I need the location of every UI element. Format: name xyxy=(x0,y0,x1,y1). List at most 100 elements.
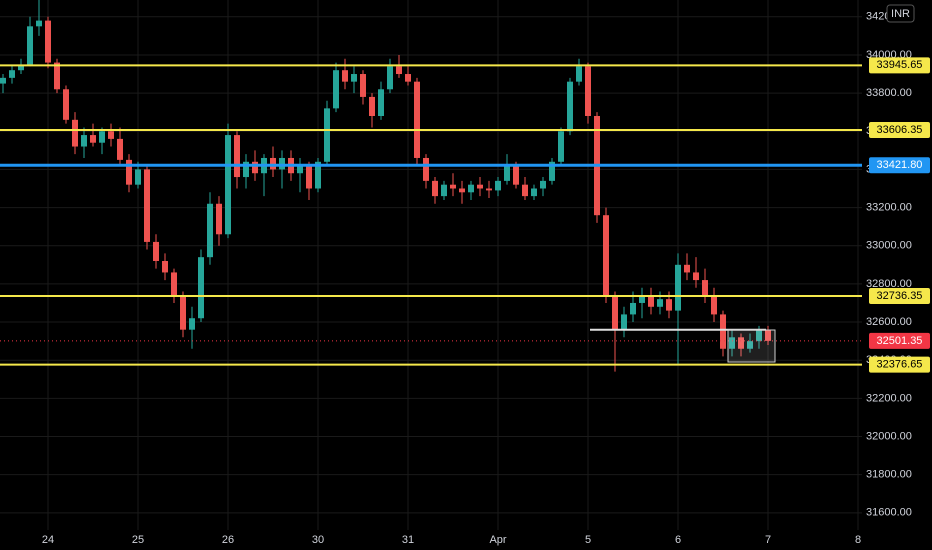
x-tick-label: 25 xyxy=(132,534,144,546)
candle-body xyxy=(630,302,636,315)
candle-body xyxy=(252,161,258,174)
candle-body xyxy=(459,188,465,193)
candle-body xyxy=(477,184,483,189)
currency-badge xyxy=(886,4,915,23)
currency: INR xyxy=(891,8,910,20)
candle-body xyxy=(225,135,231,235)
candle-body xyxy=(369,96,375,116)
candle-body xyxy=(180,295,186,330)
level-tag xyxy=(869,122,930,139)
candle-body xyxy=(198,257,204,319)
level-label: 32736.35 xyxy=(877,290,923,302)
x-tick-label: 24 xyxy=(42,534,54,546)
level-label: 33945.65 xyxy=(877,59,923,71)
candle-body xyxy=(585,66,591,116)
y-tick-label: 32800.00 xyxy=(866,278,912,290)
candle-body xyxy=(36,20,42,27)
candle-body xyxy=(396,66,402,75)
candle-body xyxy=(576,66,582,82)
candle-body xyxy=(351,74,357,82)
axis: 31600.0031800.0032000.0032200.0032400.00… xyxy=(42,11,930,546)
candle-body xyxy=(603,215,609,296)
x-tick-label: 30 xyxy=(312,534,324,546)
level-tag xyxy=(869,157,930,174)
candle-body xyxy=(567,81,573,132)
candle-body xyxy=(666,299,672,311)
candle-body xyxy=(612,295,618,330)
candle-body xyxy=(234,135,240,178)
candle-body xyxy=(324,108,330,162)
candle-body xyxy=(756,329,762,342)
candle-body xyxy=(279,157,285,170)
candle-body xyxy=(81,135,87,147)
candle-body xyxy=(72,119,78,147)
candle-body xyxy=(306,165,312,189)
y-tick-label: 33800.00 xyxy=(866,87,912,99)
candle-body xyxy=(45,20,51,63)
candle-body xyxy=(495,180,501,191)
candle-body xyxy=(18,64,24,71)
y-tick-label: 32600.00 xyxy=(866,316,912,328)
candle-body xyxy=(486,188,492,191)
candle-body xyxy=(675,264,681,311)
x-tick-label: 7 xyxy=(765,534,771,546)
level-label: 33421.80 xyxy=(877,159,923,171)
candle-body xyxy=(693,272,699,281)
level-label: 33606.35 xyxy=(877,124,923,136)
candle-body xyxy=(639,295,645,303)
candle-body xyxy=(747,341,753,349)
plot xyxy=(0,0,862,372)
candle-body xyxy=(558,131,564,162)
candle-body xyxy=(144,169,150,242)
level-tag xyxy=(869,356,930,373)
candle-body xyxy=(450,184,456,189)
candle-body xyxy=(243,161,249,178)
y-tick-label: 33000.00 xyxy=(866,240,912,252)
candle-body xyxy=(315,161,321,189)
candle-body xyxy=(711,295,717,315)
candle-body xyxy=(126,159,132,185)
candle-body xyxy=(531,188,537,197)
candle-body xyxy=(765,329,771,341)
candle-body xyxy=(540,180,546,189)
candle-body xyxy=(657,299,663,307)
candle-body xyxy=(378,89,384,116)
candle-body xyxy=(414,81,420,158)
candle-body xyxy=(720,314,726,349)
x-tick-label: 26 xyxy=(222,534,234,546)
candle-body xyxy=(162,260,168,273)
candle-body xyxy=(513,165,519,185)
last-price-tag xyxy=(869,332,930,349)
candle-body xyxy=(504,165,510,181)
y-tick-label: 32200.00 xyxy=(866,392,912,404)
x-tick-label: Apr xyxy=(489,534,506,546)
y-tick-label: 31800.00 xyxy=(866,469,912,481)
candle-body xyxy=(54,62,60,90)
candle-body xyxy=(108,131,114,139)
level-tag xyxy=(869,57,930,74)
level-label: 32376.65 xyxy=(877,359,923,371)
last-price-label: 32501.35 xyxy=(877,335,923,347)
candle-body xyxy=(684,264,690,273)
x-tick-label: 31 xyxy=(402,534,414,546)
candle-body xyxy=(216,203,222,235)
candle-body xyxy=(270,157,276,170)
candle-body xyxy=(342,70,348,82)
candle-body xyxy=(207,203,213,258)
candle-body xyxy=(9,70,15,78)
grid xyxy=(0,0,862,530)
candle-body xyxy=(522,184,528,197)
candle-body xyxy=(702,280,708,296)
candle-body xyxy=(468,184,474,193)
candle-body xyxy=(441,184,447,197)
candle-body xyxy=(405,74,411,82)
x-tick-label: 6 xyxy=(675,534,681,546)
y-tick-label: 32000.00 xyxy=(866,430,912,442)
candle-body xyxy=(297,165,303,174)
candle-body xyxy=(171,272,177,296)
candle-body xyxy=(0,77,6,84)
y-tick-label: 33200.00 xyxy=(866,201,912,213)
candle-body xyxy=(99,131,105,143)
candle-body xyxy=(360,74,366,97)
